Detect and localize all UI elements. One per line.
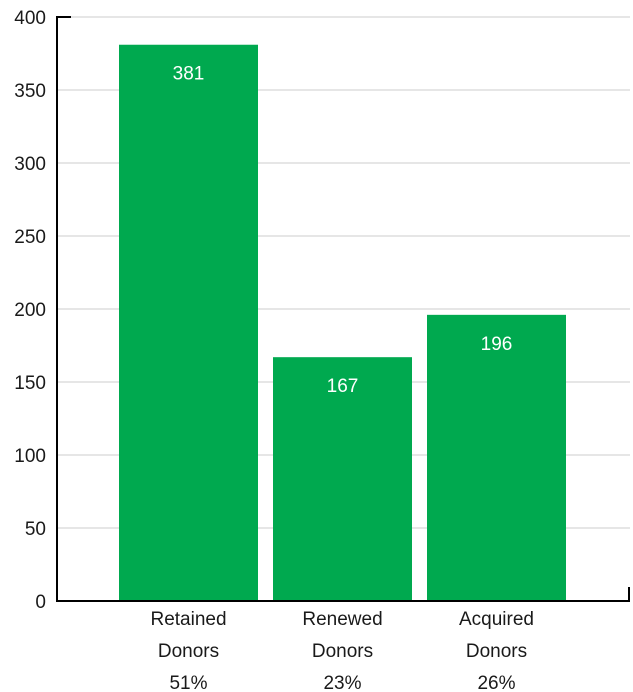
bar-2 <box>427 314 566 601</box>
category-label-line: Retained <box>150 609 226 630</box>
y-tick-label: 350 <box>14 81 46 102</box>
category-label-line: Renewed <box>302 609 382 630</box>
bars <box>119 44 566 602</box>
bar-value-label: 167 <box>327 376 359 397</box>
category-label-line: 51% <box>169 673 207 692</box>
y-tick-label: 0 <box>35 592 46 613</box>
y-tick-label: 250 <box>14 227 46 248</box>
bar-value-label: 196 <box>481 334 513 355</box>
y-tick-label: 50 <box>25 519 46 540</box>
category-label-line: 23% <box>323 673 361 692</box>
y-tick-labels: 0 50 100 150 200 250 300 350 400 <box>14 8 46 613</box>
y-tick-label: 100 <box>14 446 46 467</box>
axes <box>56 16 630 602</box>
y-tick-label: 300 <box>14 154 46 175</box>
bar-0 <box>119 44 258 602</box>
category-label-line: Donors <box>312 641 373 662</box>
category-labels: Retained Donors 51% Renewed Donors 23% Acquire… <box>150 609 534 692</box>
y-tick-label: 400 <box>14 8 46 29</box>
y-tick-label: 200 <box>14 300 46 321</box>
bar-1 <box>273 357 412 601</box>
value-labels: 381 167 196 <box>173 64 513 397</box>
category-label-line: Donors <box>158 641 219 662</box>
category-label-line: Acquired <box>459 609 534 630</box>
bar-value-label: 381 <box>173 64 205 85</box>
y-tick-label: 150 <box>14 373 46 394</box>
category-label-line: Donors <box>466 641 527 662</box>
category-label-line: 26% <box>477 673 515 692</box>
